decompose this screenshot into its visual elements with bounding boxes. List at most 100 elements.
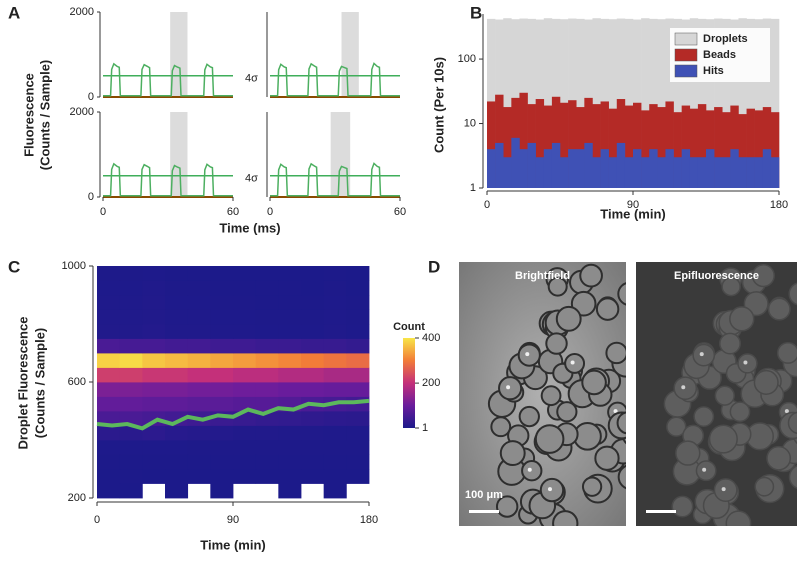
heat-cell	[278, 295, 302, 310]
bar	[738, 114, 747, 188]
x-tick-label: 180	[770, 199, 788, 211]
heat-cell	[119, 396, 143, 412]
heat-cell	[210, 469, 234, 484]
bar	[681, 149, 691, 188]
heat-cell	[323, 425, 347, 441]
heat-cell	[187, 295, 211, 310]
bar	[706, 149, 715, 188]
droplet	[737, 353, 758, 374]
droplet	[753, 369, 779, 395]
droplet	[556, 401, 578, 423]
bar	[714, 107, 723, 188]
heat-cell	[119, 483, 143, 499]
bar	[722, 112, 731, 188]
bar	[624, 157, 634, 188]
median-line	[96, 398, 370, 431]
legend-label: Beads	[703, 49, 736, 61]
heat-cell	[278, 266, 302, 281]
heat-cell	[210, 338, 234, 354]
heat-cell	[346, 367, 370, 383]
heat-cell	[119, 280, 143, 296]
heat-cell	[278, 382, 302, 397]
heat-cell	[346, 382, 370, 397]
heat-cell	[233, 469, 257, 484]
bar	[754, 157, 764, 188]
heat-cell	[301, 280, 325, 296]
droplet	[616, 411, 626, 435]
x-tick-label: 0	[267, 206, 273, 218]
droplet	[754, 476, 775, 497]
heat-cell	[165, 309, 189, 325]
heat-cell	[255, 382, 279, 397]
droplet	[540, 385, 562, 407]
droplet	[721, 276, 741, 297]
heat-cell	[323, 353, 347, 368]
heat-cell	[255, 469, 279, 484]
heat-cell	[278, 483, 302, 499]
droplet	[713, 478, 738, 503]
droplet	[692, 343, 716, 367]
droplet	[517, 343, 541, 367]
x-tick-label: 0	[484, 199, 490, 211]
panel-label: A	[8, 3, 20, 22]
heat-cell	[323, 280, 347, 296]
bead	[527, 467, 532, 472]
droplet	[595, 297, 620, 321]
heat-cell	[210, 483, 234, 499]
heat-cell	[255, 353, 279, 368]
heat-cell	[210, 382, 234, 397]
legend-label: Hits	[703, 65, 724, 77]
heat-cell	[97, 411, 121, 426]
heat-cell	[255, 309, 279, 325]
y-axis-label: Count (Per 10s)	[431, 57, 446, 153]
bar	[673, 157, 682, 188]
bar	[673, 112, 682, 188]
bar	[649, 104, 658, 188]
droplet	[570, 290, 597, 317]
bead	[681, 385, 686, 390]
heat-cell	[346, 266, 370, 281]
y-tick-label: 600	[68, 376, 86, 388]
bar	[608, 157, 618, 188]
colorbar-label: Count	[393, 321, 425, 333]
heat-cell	[301, 324, 325, 339]
heat-cell	[210, 324, 234, 339]
heat-cell	[97, 295, 121, 310]
heat-cell	[323, 266, 347, 281]
heat-cell	[210, 440, 234, 455]
heat-cell	[142, 469, 166, 484]
bar	[543, 18, 553, 188]
heat-cell	[142, 309, 166, 325]
droplet	[581, 369, 607, 396]
bar	[714, 18, 723, 188]
heat-cell	[278, 411, 302, 426]
scale-bar	[469, 510, 499, 513]
heat-cell	[187, 309, 211, 325]
droplet	[547, 276, 568, 297]
bar	[762, 107, 772, 188]
bar	[560, 102, 569, 188]
heat-cell	[255, 396, 279, 412]
bead	[699, 352, 704, 357]
bar	[746, 108, 755, 188]
heat-cell	[301, 411, 325, 426]
droplet	[767, 297, 791, 321]
heat-cell	[142, 367, 166, 383]
y-tick-label: 2000	[70, 106, 94, 118]
heat-cell	[119, 295, 143, 310]
heat-cell	[119, 266, 143, 281]
droplet	[766, 445, 792, 471]
heat-cell	[187, 338, 211, 354]
droplet	[725, 510, 752, 526]
heat-cell	[346, 454, 370, 470]
heat-cell	[210, 266, 234, 281]
bar	[657, 19, 666, 189]
heat-cell	[233, 338, 257, 354]
scale-bar-label: 100 μm	[465, 489, 503, 501]
heat-cell	[323, 324, 347, 339]
droplet	[617, 282, 626, 306]
bar	[722, 18, 731, 189]
droplet	[579, 263, 603, 288]
x-tick-label: 60	[227, 206, 239, 218]
